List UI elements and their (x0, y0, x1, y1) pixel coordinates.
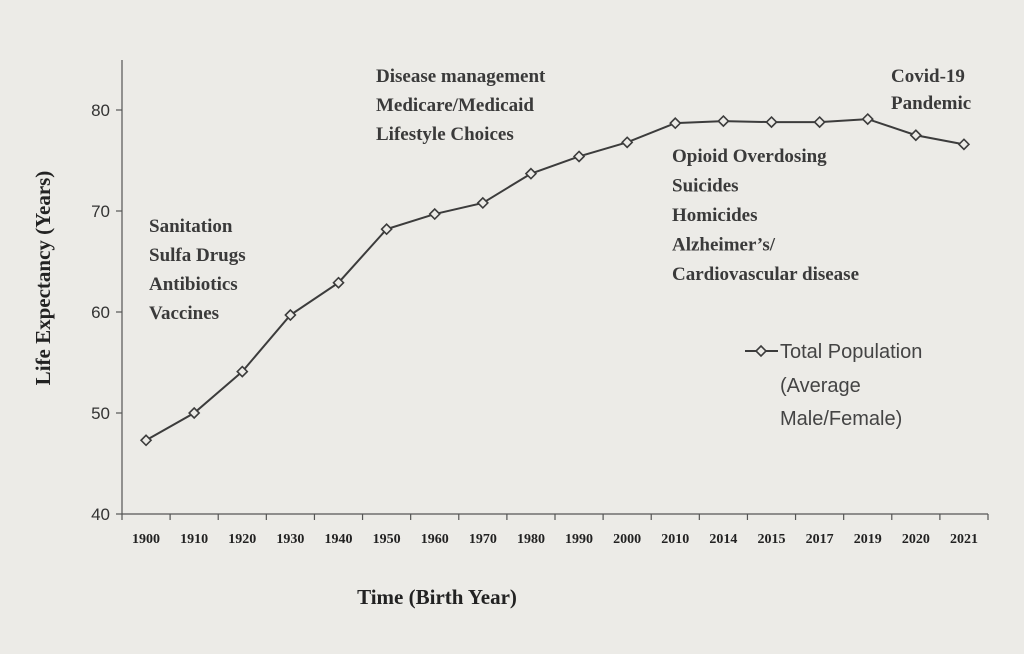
data-point-marker (957, 138, 971, 151)
x-ticks: 1900 1910 1920 1930 1940 1950 1960 1970 1980 1990… (121, 514, 989, 547)
x-tick-label: 2010 (661, 532, 689, 547)
x-tick-label: 2000 (613, 532, 641, 547)
x-tick-label: 2019 (854, 532, 882, 547)
x-tick-label: 1980 (517, 532, 545, 547)
data-point-marker (717, 114, 730, 128)
data-point-marker (524, 167, 538, 180)
x-tick-label: 1970 (469, 532, 497, 547)
x-tick-label: 1910 (180, 532, 208, 547)
x-tick-label: 1920 (228, 532, 256, 547)
annotations: Sanitation Sulfa Drugs Antibiotics Vaccines… (149, 66, 971, 324)
x-tick-label: 2014 (709, 532, 737, 547)
data-point-marker (861, 112, 874, 126)
x-tick-label: 1960 (421, 532, 449, 547)
x-tick-label: 1900 (132, 532, 160, 547)
y-tick-label: 60 (91, 303, 110, 322)
legend-marker-icon (754, 344, 768, 358)
data-point-marker (188, 406, 201, 420)
legend: Total Population (Average Male/Female) (745, 341, 922, 430)
data-point-marker (813, 115, 826, 129)
y-axis-title: Life Expectancy (Years) (31, 171, 55, 386)
annotation-covid: Covid-19 Pandemic (891, 66, 971, 114)
legend-label: Total Population (Average Male/Female) (780, 341, 922, 430)
x-tick-label: 1990 (565, 532, 593, 547)
y-tick-label: 50 (91, 404, 110, 423)
x-tick-label: 1950 (373, 532, 401, 547)
data-point-marker (236, 365, 249, 378)
data-point-marker (428, 207, 441, 221)
data-point-marker (765, 115, 778, 129)
data-point-marker (909, 129, 922, 142)
y-tick-label: 40 (91, 505, 110, 524)
x-tick-label: 1930 (276, 532, 304, 547)
data-point-marker (380, 223, 393, 236)
x-tick-label: 2015 (758, 532, 786, 547)
data-point-marker (621, 136, 634, 149)
x-axis-title: Time (Birth Year) (357, 585, 517, 609)
data-point-marker (669, 116, 682, 130)
annotation-early: Sanitation Sulfa Drugs Antibiotics Vaccines (149, 216, 246, 324)
x-tick-label: 2021 (950, 532, 978, 547)
x-tick-label: 1940 (325, 532, 353, 547)
series-markers (139, 112, 971, 447)
data-point-marker (139, 434, 153, 447)
data-point-marker (572, 150, 586, 163)
data-point-marker (284, 308, 297, 322)
annotation-mid: Disease management Medicare/Medicaid Lifes… (376, 66, 546, 145)
annotation-late: Opioid Overdosing Suicides Homicides Alzhei… (672, 146, 859, 285)
series-line-total-population (145, 118, 965, 442)
x-tick-label: 2020 (902, 532, 930, 547)
y-tick-label: 70 (91, 202, 110, 221)
y-tick-label: 80 (91, 101, 110, 120)
data-point-marker (476, 196, 489, 210)
x-tick-label: 2017 (806, 532, 834, 547)
y-ticks: 40 50 60 70 80 (91, 101, 122, 524)
data-point-marker (332, 276, 345, 289)
